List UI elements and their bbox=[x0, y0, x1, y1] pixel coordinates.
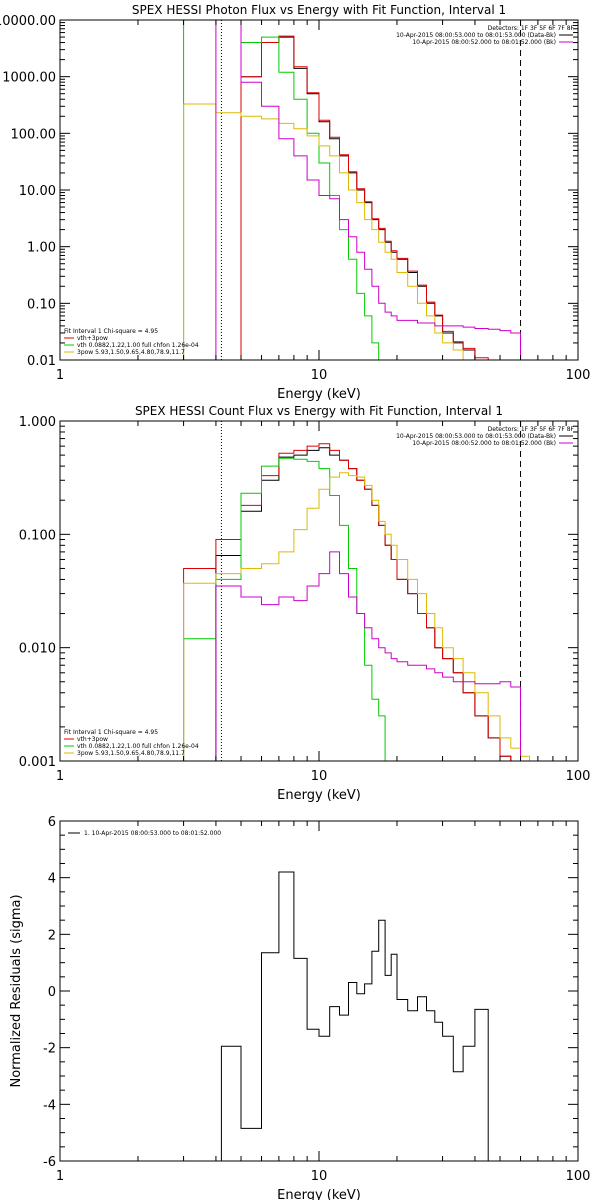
y-tick-label: 100.00 bbox=[11, 127, 57, 142]
legend-bl-text: Fit Interval 1 Chi-square = 4.95 bbox=[64, 328, 158, 335]
legend-tr-text: 10-Apr-2015 08:00:52.000 to 08:01:52.000… bbox=[412, 39, 556, 46]
plot-frame bbox=[59, 420, 579, 762]
y-tick-label: 10.00 bbox=[19, 184, 56, 199]
legend-bl-text: Fit Interval 1 Chi-square = 4.95 bbox=[64, 729, 158, 736]
plot-data bbox=[220, 871, 489, 1161]
y-tick-label: 4 bbox=[48, 872, 56, 887]
plot-data bbox=[183, 421, 538, 761]
series-bk bbox=[215, 551, 521, 761]
y-tick-label: 10000.00 bbox=[0, 14, 56, 29]
legend-tl-text: 1. 10-Apr-2015 08:00:53.000 to 08:01:52.… bbox=[84, 830, 221, 837]
legend-tr-text: Detectors: 1F 3F 5F 6F 7F 8F bbox=[488, 25, 575, 32]
chart-panel-2: SPEX HESSI Count Flux vs Energy with Fit… bbox=[19, 404, 591, 803]
legend-bl-text: vth 0.0882,1.22,1.00 full chfon 1.26e-04 bbox=[77, 342, 199, 349]
series-3pow bbox=[183, 472, 538, 761]
y-tick-label: -4 bbox=[43, 1098, 56, 1113]
legend-bl-text: vth 0.0882,1.22,1.00 full chfon 1.26e-04 bbox=[77, 743, 199, 750]
x-tick-label: 100 bbox=[566, 1169, 591, 1184]
y-tick-label: 1000.00 bbox=[2, 71, 56, 86]
series-vth-3pow bbox=[183, 443, 512, 761]
plot-data bbox=[183, 20, 522, 360]
x-tick-label: 1 bbox=[56, 769, 64, 784]
y-tick-label: 0.010 bbox=[19, 642, 56, 657]
x-axis-title: Energy (keV) bbox=[277, 1188, 361, 1200]
legend-bl-text: 3pow 5.93,1.50,9.65,4.80,78.9,11.7 bbox=[77, 349, 185, 356]
y-tick-label: 6 bbox=[48, 815, 56, 830]
x-tick-label: 10 bbox=[311, 1169, 328, 1184]
y-tick-label: 0.100 bbox=[19, 528, 56, 543]
x-tick-label: 10 bbox=[311, 368, 328, 383]
x-tick-label: 1 bbox=[56, 368, 64, 383]
legend-bl-text: vth+3pow bbox=[77, 736, 108, 743]
y-tick-label: 0.01 bbox=[27, 354, 56, 369]
series-3pow bbox=[183, 103, 521, 360]
legend-tr-text: 10-Apr-2015 08:00:52.000 to 08:01:52.000… bbox=[412, 440, 556, 447]
legend-tr-text: Detectors: 1F 3F 5F 6F 7F 8F bbox=[488, 426, 575, 433]
x-tick-label: 10 bbox=[311, 769, 328, 784]
y-tick-label: 2 bbox=[48, 928, 56, 943]
plot-frame bbox=[59, 820, 579, 1162]
series-vth-3pow bbox=[240, 35, 489, 360]
chart-title: SPEX HESSI Count Flux vs Energy with Fit… bbox=[135, 404, 503, 418]
chart-panel-1: SPEX HESSI Photon Flux vs Energy with Fi… bbox=[0, 3, 590, 402]
legend-bl-text: vth+3pow bbox=[77, 335, 108, 342]
legend-tr-text: 10-Apr-2015 08:00:53.000 to 08:01:53.000… bbox=[396, 32, 556, 39]
chart-panel-3: 1 10 100 -6 -4 -2 0 2 4 6 Energy (keV) Normalized R… bbox=[9, 815, 590, 1200]
series-data-bk bbox=[215, 447, 512, 761]
x-tick-label: 100 bbox=[566, 368, 591, 383]
y-tick-label: 0 bbox=[48, 985, 56, 1000]
series-residuals bbox=[220, 871, 489, 1161]
y-tick-label: -6 bbox=[43, 1155, 56, 1170]
x-axis-title: Energy (keV) bbox=[277, 788, 361, 803]
y-tick-label: 0.10 bbox=[27, 297, 56, 312]
series-bk bbox=[215, 20, 521, 360]
y-tick-label: -2 bbox=[43, 1042, 56, 1057]
series-vth bbox=[183, 457, 386, 761]
y-axis-title: Normalized Residuals (sigma) bbox=[9, 894, 24, 1087]
legend-tr-text: 10-Apr-2015 08:00:53.000 to 08:01:53.000… bbox=[396, 433, 556, 440]
legend-bl-text: 3pow 5.93,1.50,9.65,4.80,78.9,11.7 bbox=[77, 750, 185, 757]
y-tick-label: 1.00 bbox=[27, 241, 56, 256]
series-vth bbox=[183, 20, 386, 360]
y-tick-label: 1.000 bbox=[19, 415, 56, 430]
chart-title: SPEX HESSI Photon Flux vs Energy with Fi… bbox=[132, 3, 506, 17]
x-tick-label: 1 bbox=[56, 1169, 64, 1184]
y-tick-label: 0.001 bbox=[19, 755, 56, 770]
x-tick-label: 100 bbox=[566, 769, 591, 784]
x-axis-title: Energy (keV) bbox=[277, 387, 361, 402]
